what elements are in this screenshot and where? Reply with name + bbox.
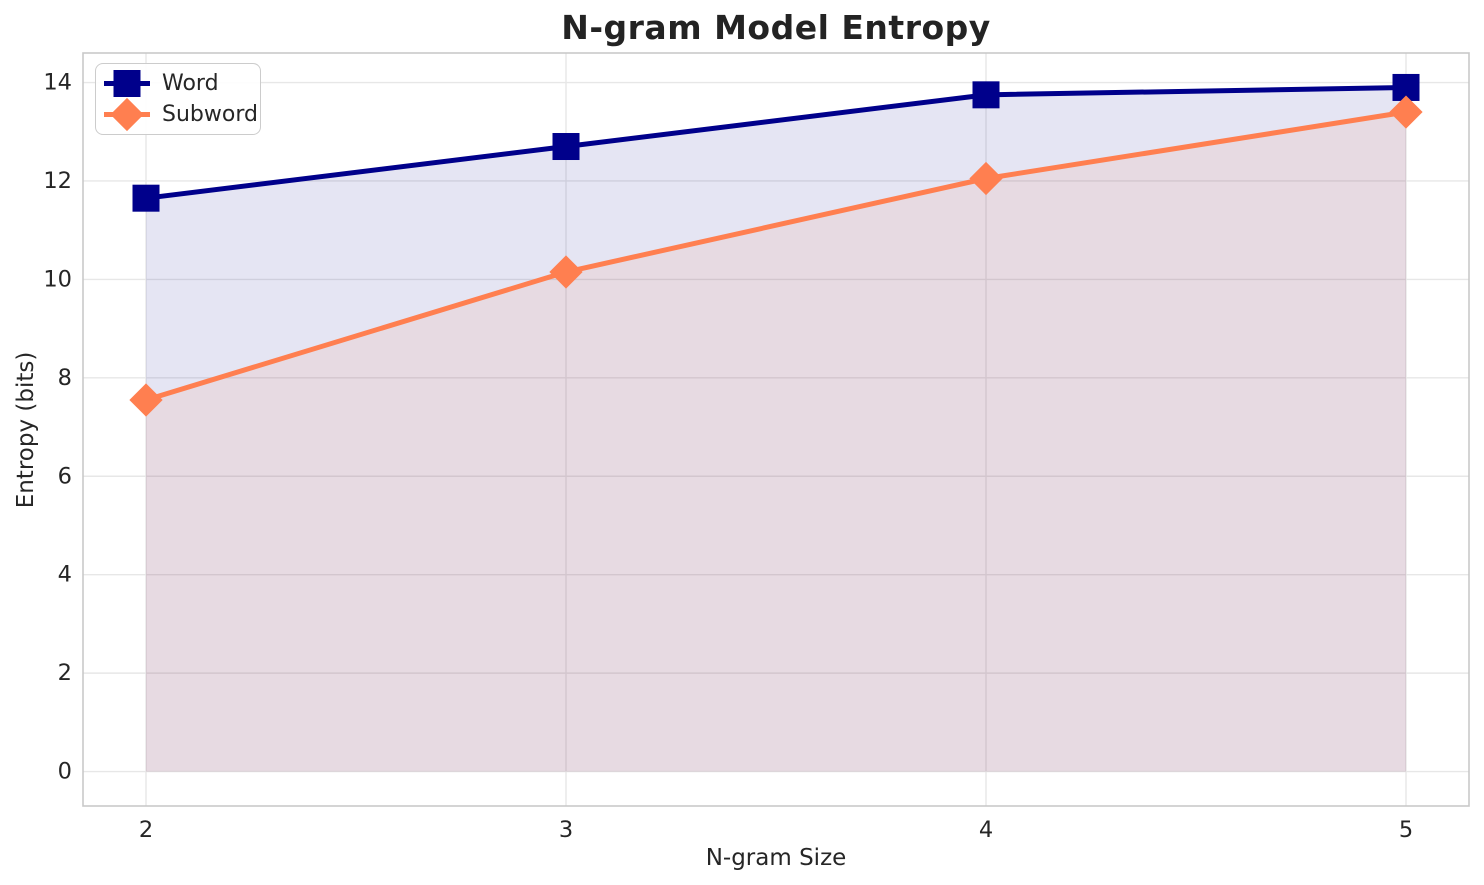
subword-line-marker-icon [104, 97, 150, 132]
x-tick-label: 5 [1399, 817, 1413, 843]
legend-item-word: Word [104, 68, 250, 99]
legend-item-subword: Subword [104, 97, 258, 132]
word-square-marker [132, 184, 160, 212]
y-tick-label: 10 [43, 266, 72, 292]
plot-spines [82, 52, 1470, 807]
chart-title: N-gram Model Entropy [561, 8, 991, 47]
word-series-line [143, 84, 1409, 201]
subword-area-fill [146, 112, 1406, 772]
x-tick-label: 2 [139, 817, 153, 843]
y-tick-label: 0 [58, 759, 72, 785]
subword-swatch-diamond-marker [110, 97, 144, 132]
subword-diamond-marker [129, 383, 163, 417]
y-tick-label: 12 [43, 168, 72, 194]
word-square-marker [552, 133, 580, 161]
word-area-fill [146, 87, 1406, 772]
legend-label-word: Word [162, 70, 219, 96]
x-tick-label: 3 [559, 817, 573, 843]
legend-label-subword: Subword [162, 101, 258, 127]
y-tick-label: 2 [58, 660, 72, 686]
subword-series-line [143, 109, 1409, 403]
word-swatch-square-marker [113, 70, 141, 97]
y-tick-label: 14 [43, 70, 72, 96]
subword-diamond-marker [1389, 95, 1423, 129]
word-square-marker [972, 81, 1000, 109]
word-line-marker-icon [104, 70, 150, 97]
y-axis-label: Entropy (bits) [13, 351, 39, 509]
legend: Word Subword [95, 63, 261, 135]
y-tick-label: 4 [58, 562, 72, 588]
y-tick-label: 6 [58, 463, 72, 489]
x-axis-label: N-gram Size [705, 845, 847, 871]
x-tick-label: 4 [979, 817, 993, 843]
y-tick-label: 8 [58, 365, 72, 391]
